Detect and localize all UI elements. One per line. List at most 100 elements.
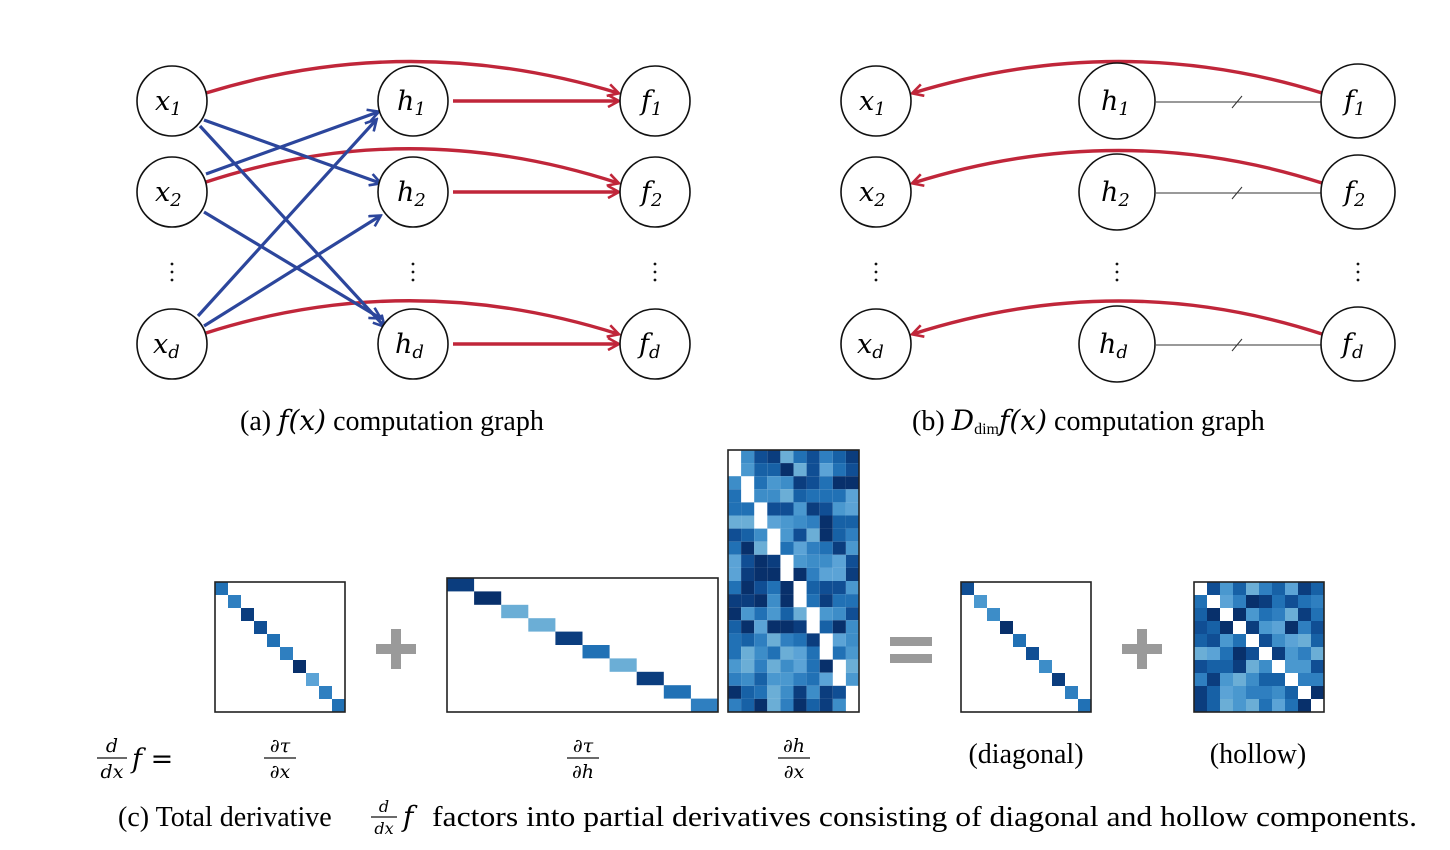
matrix-cell (780, 476, 794, 490)
matrix-cell (741, 659, 755, 673)
matrix-cell (1207, 582, 1220, 595)
matrix-cell (741, 646, 755, 660)
matrix-cell (819, 594, 833, 608)
matrix-cell (754, 489, 768, 503)
edge-xd-h1 (196, 120, 376, 318)
matrix-cell (728, 607, 742, 621)
matrix-cell (832, 698, 846, 712)
lhs-total-derivative: d dx f = (97, 735, 173, 783)
matrix-cell (806, 685, 820, 699)
matrix-cell (1194, 686, 1207, 699)
matrix-cell (1298, 699, 1311, 712)
matrix-cell (728, 698, 742, 712)
matrix-cell (793, 554, 807, 568)
caption-c: (c) Total derivative d dx f factors into… (118, 797, 1417, 838)
matrix-cell (845, 489, 859, 503)
matrix-cell (754, 594, 768, 608)
svg-text:d: d (379, 797, 389, 816)
matrix-cell (819, 554, 833, 568)
matrix-cell (845, 554, 859, 568)
matrix-cell (728, 541, 742, 555)
matrix-cell (754, 554, 768, 568)
matrix-cell (767, 633, 781, 647)
matrix-cell (806, 502, 820, 516)
matrix-cell (806, 646, 820, 660)
matrix-cell (1272, 621, 1285, 634)
matrix-cell (780, 633, 794, 647)
matrix-cell (793, 502, 807, 516)
matrix-cell (1298, 660, 1311, 673)
matrix-cell (1259, 582, 1272, 595)
matrix-cell (741, 567, 755, 581)
matrix-cell (1272, 582, 1285, 595)
matrix-cell (806, 476, 820, 490)
label-hollow: (hollow) (1210, 739, 1306, 770)
matrix-cell (832, 463, 846, 477)
matrix-cell (806, 541, 820, 555)
matrix-cell (780, 450, 794, 464)
node-x1: x1 (136, 65, 208, 137)
node-x2: x2 (136, 156, 208, 228)
matrix-cell (1311, 673, 1324, 686)
node-f2: f2 (619, 156, 691, 228)
node-b-hd: hd (1078, 305, 1156, 383)
matrix-cell (806, 633, 820, 647)
matrix-cell (806, 463, 820, 477)
matrix-cell (728, 685, 742, 699)
svg-text:xd: xd (153, 329, 180, 363)
node-b-xd: xd (840, 308, 912, 380)
matrix-cell (1285, 608, 1298, 621)
matrix-dtau-dx-frame (214, 581, 346, 713)
matrix-cell (754, 528, 768, 542)
matrix-cell (741, 581, 755, 595)
matrix-cell (1194, 608, 1207, 621)
matrix-cell (845, 567, 859, 581)
matrix-cell (1207, 686, 1220, 699)
node-h2: h2 (377, 156, 449, 228)
matrix-cell (1207, 673, 1220, 686)
matrix-cell (741, 685, 755, 699)
matrix-cell (832, 685, 846, 699)
matrix-cell (845, 620, 859, 634)
svg-text:x1: x1 (859, 86, 886, 120)
matrix-cell (1285, 621, 1298, 634)
matrix-cell (780, 659, 794, 673)
matrix-cell (780, 594, 794, 608)
matrix-cell (1298, 582, 1311, 595)
matrix-cell (767, 515, 781, 529)
matrix-cell (806, 515, 820, 529)
matrix-dtau-dx (215, 582, 345, 712)
matrix-cell (819, 620, 833, 634)
matrix-cell (780, 502, 794, 516)
matrix-cell (663, 685, 691, 699)
edge-fd-xd (913, 299, 1323, 334)
svg-text:x1: x1 (155, 86, 182, 120)
matrix-cell (806, 450, 820, 464)
matrix-cell (1039, 660, 1052, 673)
matrix-cell (1259, 673, 1272, 686)
matrix-cell (1026, 647, 1039, 660)
matrix-cell (845, 450, 859, 464)
matrix-cell (1285, 634, 1298, 647)
matrix-cell (1013, 634, 1026, 647)
matrix-cell (1298, 621, 1311, 634)
matrix-cell (1311, 582, 1324, 595)
svg-text:hd: hd (395, 329, 424, 363)
matrix-cell (1220, 673, 1233, 686)
matrix-cell (832, 567, 846, 581)
svg-text:h2: h2 (397, 177, 426, 211)
matrix-cell (1259, 686, 1272, 699)
matrix-cell (806, 489, 820, 503)
matrix-cell (215, 582, 228, 595)
matrix-cell (1194, 634, 1207, 647)
matrix-cell (767, 554, 781, 568)
matrix-cell (754, 646, 768, 660)
edge-x2-f2 (205, 147, 618, 183)
matrix-cell (1207, 647, 1220, 660)
matrix-cell (741, 528, 755, 542)
matrix-cell (728, 581, 742, 595)
matrix-hollow-frame (1193, 581, 1325, 713)
matrix-cell (1272, 595, 1285, 608)
matrix-cell (767, 685, 781, 699)
matrix-cell (1246, 660, 1259, 673)
